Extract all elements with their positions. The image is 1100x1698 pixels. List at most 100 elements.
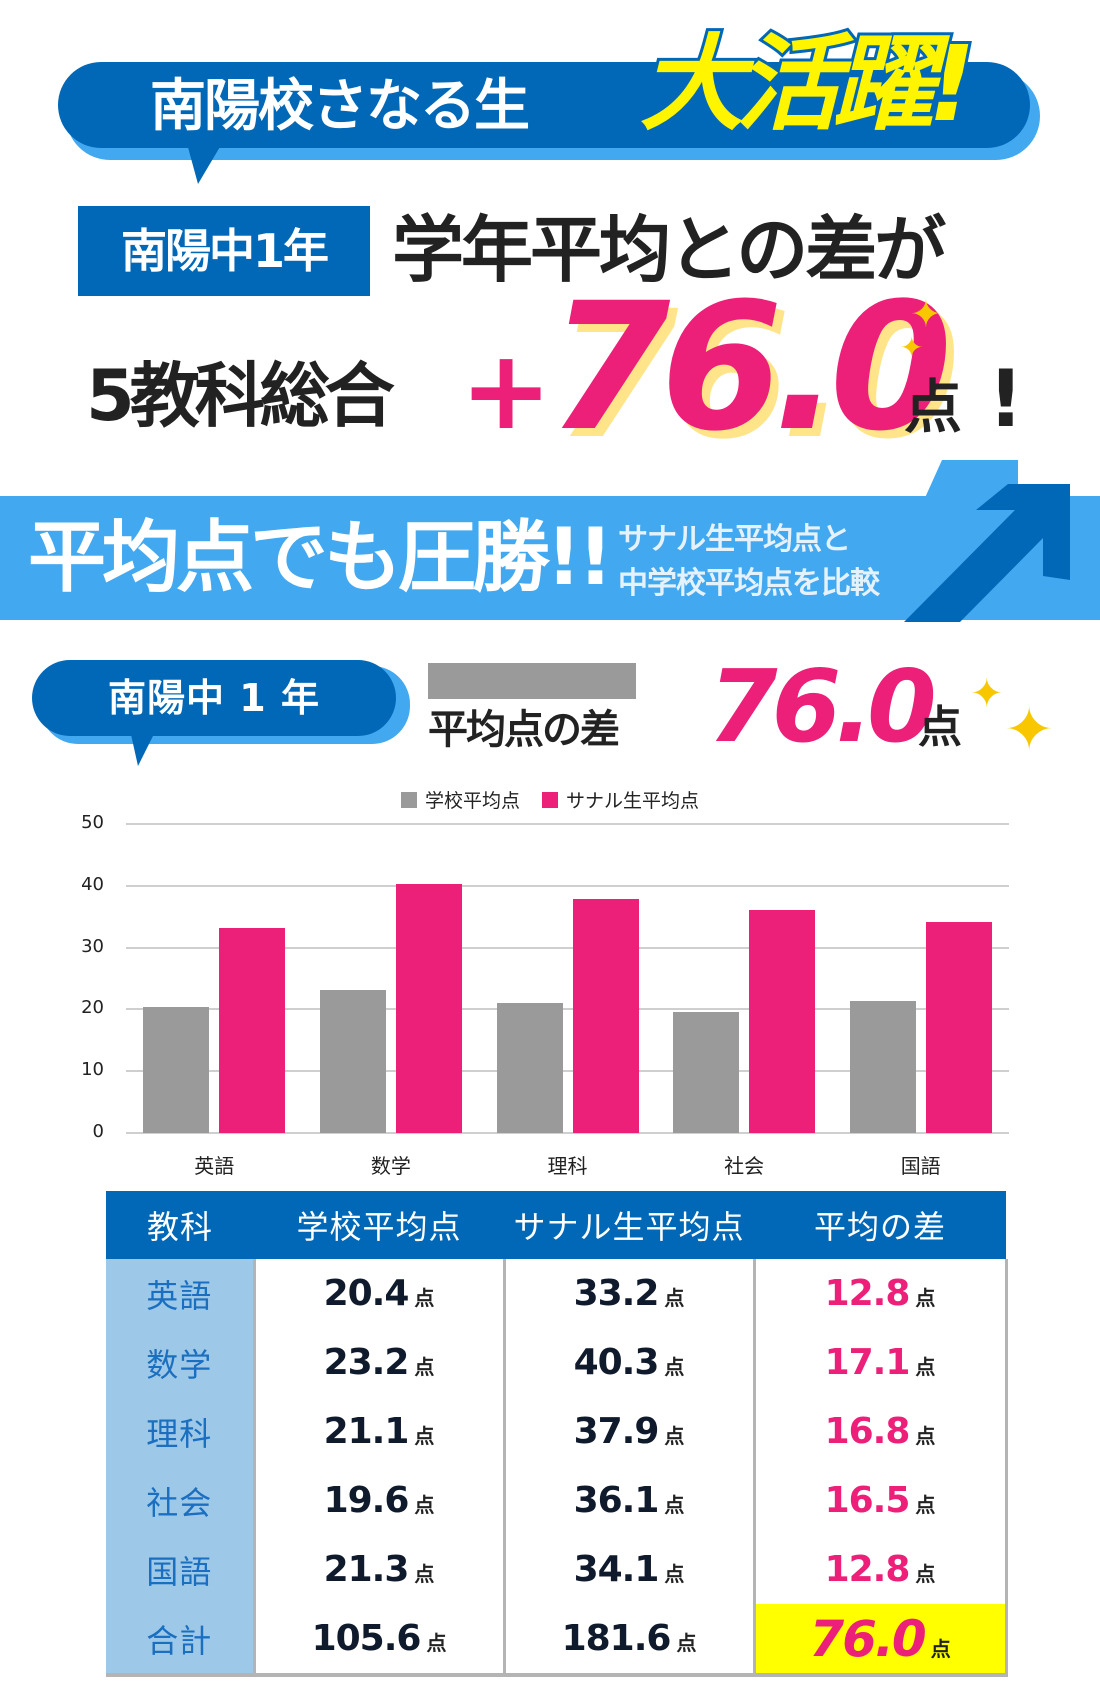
legend-label-school: 学校平均点 <box>424 790 520 812</box>
sparkle-icon: ✦ <box>1004 695 1055 765</box>
diff-cell: 12.8 点 <box>752 1259 1008 1328</box>
hero-score-unit: 点 <box>904 373 963 441</box>
school-avg-cell: 21.1 点 <box>252 1397 506 1466</box>
plus-sign: + <box>460 326 553 454</box>
headline-line2: 5教科総合 <box>86 355 395 437</box>
cell-unit: 点 <box>930 1636 951 1661</box>
sanaru-avg-cell: 40.3 点 <box>502 1328 756 1397</box>
hero-bubble-text: 南陽校さなる生 <box>150 74 530 139</box>
diff-label: 平均点の差 <box>428 707 620 753</box>
cell-unit: 点 <box>664 1562 685 1586</box>
y-tick-label: 50 <box>81 812 104 833</box>
cell-unit: 点 <box>414 1355 435 1379</box>
diff-cell: 12.8 点 <box>752 1535 1008 1604</box>
bar-sanaru-avg <box>749 909 816 1133</box>
subject-cell: 数学 <box>106 1328 256 1397</box>
cell-value: 33.2 <box>573 1273 660 1314</box>
table-header-row: 教科 学校平均点 サナル生平均点 平均の差 <box>106 1191 1006 1259</box>
sanaru-avg-cell: 36.1 点 <box>502 1466 756 1535</box>
header-diff: 平均の差 <box>754 1191 1006 1259</box>
bar-sanaru-avg <box>219 927 286 1133</box>
x-tick-label: 理科 <box>547 1154 588 1178</box>
banner-subtitle-line2: 中学校平均点を比較 <box>618 566 880 601</box>
cell-value: 20.4 <box>323 1273 410 1314</box>
bar-sanaru-avg <box>925 922 992 1133</box>
y-tick-label: 40 <box>81 873 104 895</box>
cell-value: 21.3 <box>323 1549 410 1590</box>
cell-unit: 点 <box>664 1424 685 1448</box>
hero-score: 76.0 <box>548 265 952 470</box>
bar-school-avg <box>849 1001 916 1133</box>
subject-cell: 社会 <box>106 1466 256 1535</box>
table-row: 英語 20.4 点 33.2 点 12.8 点 <box>106 1259 1008 1328</box>
section-speech-bubble <box>32 660 396 736</box>
table-row: 数学 23.2 点 40.3 点 17.1 点 <box>106 1328 1008 1397</box>
cell-unit: 点 <box>664 1355 685 1379</box>
cell-unit: 点 <box>414 1562 435 1586</box>
school-avg-cell: 21.3 点 <box>252 1535 506 1604</box>
cell-value: 23.2 <box>323 1342 410 1383</box>
school-avg-cell: 20.4 点 <box>252 1259 506 1328</box>
cell-value: 21.1 <box>323 1411 410 1452</box>
hero-bubble-tail <box>186 140 224 184</box>
header-sanaru-avg: サナル生平均点 <box>504 1191 754 1259</box>
banner-title: 平均点でも圧勝!! <box>28 513 613 603</box>
cell-unit: 点 <box>915 1562 936 1586</box>
legend-item-school: 学校平均点 <box>400 786 520 813</box>
cell-unit: 点 <box>414 1493 435 1517</box>
hero-exclamation: ! <box>988 355 1024 445</box>
table-row: 社会 19.6 点 36.1 点 16.5 点 <box>106 1466 1008 1535</box>
cell-value: 36.1 <box>573 1480 660 1521</box>
x-tick-label: 数学 <box>370 1154 411 1178</box>
x-tick-label: 国語 <box>900 1154 941 1178</box>
headline-line1: 学年平均との差が <box>392 208 946 292</box>
sparkle-icon: ✦ <box>910 292 942 336</box>
legend-swatch-sanaru <box>542 791 559 808</box>
sparkle-icon: ✦ <box>900 331 924 364</box>
cell-value: 19.6 <box>323 1480 410 1521</box>
header-school-avg: 学校平均点 <box>254 1191 504 1259</box>
gridline <box>126 946 1009 949</box>
x-tick-label: 社会 <box>724 1154 765 1178</box>
cell-value: 34.1 <box>573 1549 660 1590</box>
hero-highlight-text: 大活躍! <box>637 20 978 148</box>
score-table: 教科 学校平均点 サナル生平均点 平均の差 英語 20.4 点 33.2 点 12.8 点数… <box>106 1191 1008 1677</box>
cell-unit: 点 <box>915 1424 936 1448</box>
diff-value: 76.0 <box>708 648 937 765</box>
cell-value: 105.6 <box>311 1618 422 1659</box>
diff-cell: 16.8 点 <box>752 1397 1008 1466</box>
cell-unit: 点 <box>915 1493 936 1517</box>
sanaru-avg-cell: 37.9 点 <box>502 1397 756 1466</box>
cell-value: 12.8 <box>824 1273 911 1314</box>
redacted-box <box>428 663 636 699</box>
subject-cell: 国語 <box>106 1535 256 1604</box>
hero-score-shadow: 76.0 <box>556 273 960 478</box>
cell-unit: 点 <box>414 1286 435 1310</box>
table-row: 国語 21.3 点 34.1 点 12.8 点 <box>106 1535 1008 1604</box>
cell-unit: 点 <box>915 1286 936 1310</box>
diff-cell: 17.1 点 <box>752 1328 1008 1397</box>
cell-value: 16.8 <box>824 1411 911 1452</box>
cell-unit: 点 <box>426 1631 447 1655</box>
cell-value: 12.8 <box>824 1549 911 1590</box>
cell-unit: 点 <box>414 1424 435 1448</box>
up-arrow-icon <box>904 460 1070 622</box>
grade-badge-bg <box>78 206 370 296</box>
bar-school-avg <box>673 1011 740 1133</box>
cell-unit: 点 <box>676 1631 697 1655</box>
gridline <box>126 823 1009 825</box>
banner-subtitle-line1: サナル生平均点と <box>618 522 851 557</box>
school-avg-cell: 105.6 点 <box>252 1604 506 1677</box>
bar-school-avg <box>143 1006 210 1133</box>
subject-cell: 英語 <box>106 1259 256 1328</box>
cell-value: 181.6 <box>561 1618 672 1659</box>
gridline <box>126 1132 1009 1134</box>
comparison-banner <box>0 496 1100 620</box>
cell-value: 17.1 <box>824 1342 911 1383</box>
cell-unit: 点 <box>664 1493 685 1517</box>
y-tick-label: 0 <box>92 1121 104 1142</box>
grade-badge: 南陽中1年 <box>120 224 329 278</box>
bar-school-avg <box>319 989 386 1133</box>
section-grade-label: 南陽中 1 年 <box>108 676 320 720</box>
cell-value: 76.0 <box>809 1609 926 1668</box>
